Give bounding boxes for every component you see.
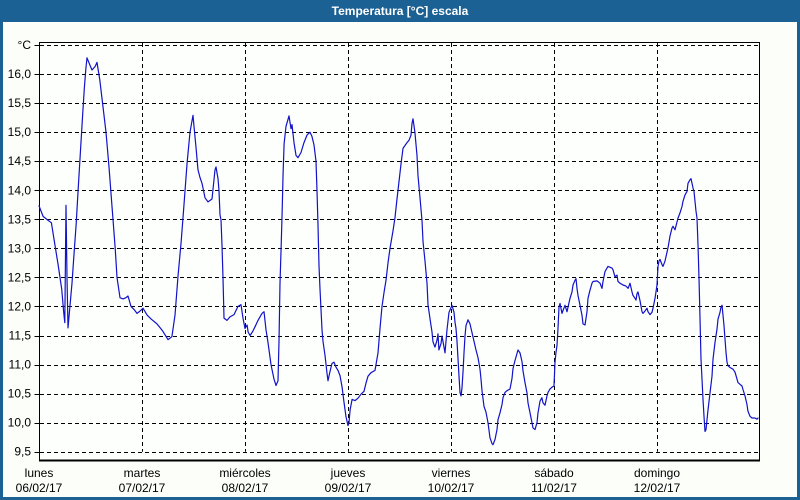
chart-content-area: °C 16,0 15,5 15,0 14,5 14,0 13,5 13,0 12,5 12,0 11… — [3, 22, 797, 497]
y-tick-label: 15,0 — [8, 125, 32, 139]
x-day-label: miércoles — [219, 466, 270, 480]
y-tick-label: 10,0 — [8, 416, 32, 430]
x-date-label: 10/02/17 — [428, 481, 475, 495]
plot-area — [39, 42, 760, 461]
x-day-label: domingo — [634, 466, 680, 480]
x-day-label: lunes — [25, 466, 54, 480]
vertical-gridlines — [142, 43, 658, 452]
x-date-label: 12/02/17 — [634, 481, 681, 495]
y-tick-label: 16,0 — [8, 67, 32, 81]
y-axis-labels: °C 16,0 15,5 15,0 14,5 14,0 13,5 13,0 12,5 12,0 11… — [8, 38, 32, 459]
y-axis-ticks — [34, 45, 39, 453]
y-tick-label: 15,5 — [8, 96, 32, 110]
x-day-label: martes — [124, 466, 161, 480]
y-tick-label: 13,5 — [8, 212, 32, 226]
x-day-label: viernes — [432, 466, 471, 480]
y-tick-label: 11,5 — [9, 329, 32, 343]
window-titlebar: Temperatura [°C] escala — [0, 0, 800, 22]
x-date-label: 11/02/17 — [531, 481, 577, 495]
y-tick-label: 10,5 — [8, 387, 32, 401]
temperature-line — [38, 57, 759, 446]
y-tick-label: 14,5 — [8, 154, 32, 168]
y-tick-label: 13,0 — [8, 241, 32, 255]
y-tick-label: 12,5 — [8, 270, 32, 284]
x-day-label: sábado — [534, 466, 574, 480]
y-tick-label: 12,0 — [8, 299, 32, 313]
y-axis-unit-label: °C — [18, 38, 32, 52]
x-date-label: 09/02/17 — [325, 481, 372, 495]
x-day-label: jueves — [330, 466, 366, 480]
y-tick-label: 14,0 — [8, 183, 32, 197]
x-date-label: 06/02/17 — [16, 481, 63, 495]
horizontal-gridlines — [40, 45, 759, 453]
window-title: Temperatura [°C] escala — [331, 4, 469, 18]
y-tick-label: 11,0 — [9, 358, 32, 372]
x-date-label: 07/02/17 — [119, 481, 166, 495]
y-tick-label: 9,5 — [14, 445, 31, 459]
x-date-label: 08/02/17 — [222, 481, 269, 495]
temperature-chart: °C 16,0 15,5 15,0 14,5 14,0 13,5 13,0 12,5 12,0 11… — [8, 38, 760, 495]
